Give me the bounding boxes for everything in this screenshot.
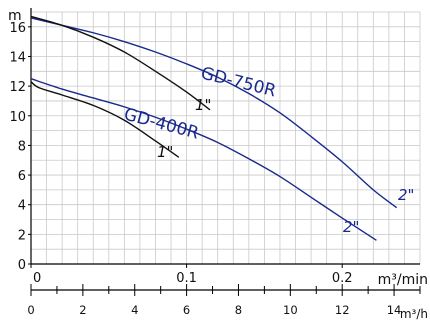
series-line-gd750r-1in	[30, 15, 211, 111]
series-line-gd400r-1in	[30, 81, 180, 158]
x2-axis-unit-label: m³/h	[400, 307, 428, 321]
y-tick-label: 10	[9, 110, 26, 125]
x2-tick-label: 0	[27, 303, 34, 317]
x2-tick-label: 2	[79, 303, 86, 317]
series-line-gd400r-2in	[30, 78, 377, 241]
y-tick-label: 4	[18, 199, 26, 214]
pipe-label-gd750r-2in: 2"	[398, 186, 414, 204]
series-label-gd400r: GD-400R	[122, 105, 201, 144]
series-line-gd750r-2in	[30, 17, 398, 209]
grid	[31, 11, 421, 264]
y-tick-label: 14	[9, 50, 26, 65]
pipe-label-gd400r-1in: 1"	[157, 143, 173, 161]
x-tick-label: 0	[33, 271, 41, 286]
y-tick-label: 2	[18, 228, 26, 243]
y-tick-label: 6	[18, 169, 26, 184]
x2-tick-label: 8	[235, 303, 242, 317]
y-tick-label: 12	[9, 80, 26, 95]
x2-tick-label: 6	[183, 303, 190, 317]
x2-tick-label: 4	[131, 303, 138, 317]
x-tick-label: 0.1	[176, 271, 197, 286]
y-tick-label: 16	[9, 21, 26, 36]
x2-tick-label: 10	[283, 303, 298, 317]
axes: 0 2 4 6 8 10 12 14 16 0 0.1 0.2 0 2 4 6 8 10 12 14	[9, 8, 421, 317]
x2-tick-label: 12	[335, 303, 350, 317]
pipe-label-gd750r-1in: 1"	[195, 96, 211, 114]
y-axis-unit-label: m	[8, 8, 22, 24]
x-tick-label: 0.2	[332, 271, 353, 286]
series-curves	[30, 15, 398, 241]
x2-tick-label: 14	[387, 303, 402, 317]
pipe-label-gd400r-2in: 2"	[343, 218, 359, 236]
y-tick-label: 8	[18, 139, 26, 154]
y-tick-label: 0	[18, 258, 26, 273]
x-axis-unit-label: m³/min	[378, 272, 428, 288]
